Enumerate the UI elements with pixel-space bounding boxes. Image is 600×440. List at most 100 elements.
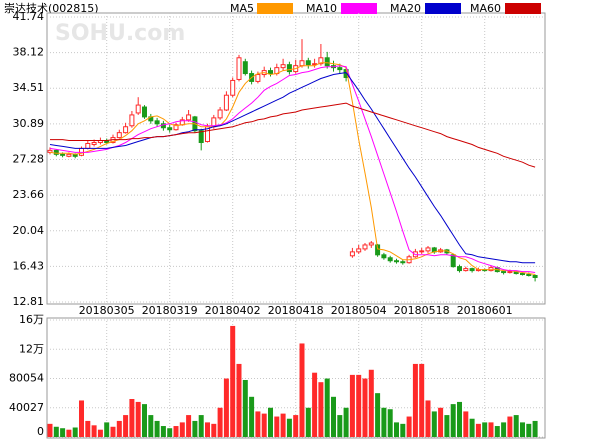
volume-bar: [438, 407, 444, 437]
volume-bar: [205, 422, 210, 437]
volume-bar: [110, 426, 116, 437]
volume-bar: [223, 378, 229, 437]
volume-tick-label: 0: [37, 425, 44, 438]
volume-tick-label: 12万: [19, 342, 44, 355]
candle-body: [173, 124, 179, 131]
volume-bar: [356, 374, 362, 437]
volume-bar: [520, 422, 525, 437]
candle-body: [532, 274, 538, 278]
volume-bar: [79, 400, 84, 437]
ma-line: [50, 102, 536, 168]
candle-body: [457, 266, 462, 272]
volume-tick-label: 16万: [19, 313, 44, 326]
volume-bar: [343, 407, 349, 437]
volume-bar: [394, 422, 399, 437]
volume-bar: [123, 415, 129, 437]
candle-body: [299, 60, 305, 67]
candle-body: [425, 247, 431, 252]
volume-bar: [349, 374, 355, 437]
candle-body: [142, 106, 147, 118]
legend-label: MA5: [230, 2, 254, 15]
candle-body: [337, 67, 343, 71]
candle-body: [135, 104, 141, 114]
volume-bar: [186, 415, 192, 437]
y-tick-label: 27.28: [13, 152, 45, 165]
candle-body: [520, 273, 525, 276]
volume-bar: [381, 407, 387, 437]
volume-bar: [268, 407, 273, 437]
volume-bar: [337, 415, 343, 437]
candle-body: [419, 250, 425, 253]
candle-body: [318, 57, 324, 65]
candle-body: [79, 147, 84, 156]
legend-swatch: [257, 3, 293, 14]
volume-bar: [261, 413, 267, 437]
legend: MA5 MA10 MA20 MA60: [230, 2, 541, 15]
y-tick-label: 12.81: [13, 295, 45, 308]
volume-bar: [450, 404, 456, 437]
volume-bar: [129, 399, 135, 437]
candle-body: [154, 120, 160, 125]
candle-body: [223, 94, 229, 111]
volume-bar: [463, 411, 469, 437]
volume-bar: [192, 420, 198, 437]
x-tick-label: 20180305: [79, 304, 135, 317]
volume-bar: [444, 415, 450, 437]
volume-bar: [116, 420, 122, 437]
volume-bar: [494, 426, 500, 437]
volume-bar: [507, 416, 513, 437]
candle-body: [198, 130, 204, 144]
legend-swatch: [425, 3, 461, 14]
volume-bar: [513, 415, 519, 437]
volume-bar: [318, 382, 324, 437]
volume-bar: [431, 411, 437, 437]
candle-body: [450, 254, 456, 268]
legend-label: MA10: [306, 2, 337, 15]
candle-body: [85, 142, 91, 149]
candle-body: [349, 251, 355, 257]
volume-bar: [400, 423, 406, 437]
volume-bar: [85, 420, 91, 437]
volume-bar: [249, 396, 255, 437]
volume-bar: [179, 422, 185, 437]
volume-bar: [167, 428, 173, 437]
candle-body: [375, 244, 381, 256]
chart-title: 崇达技术(002815): [4, 2, 99, 15]
volume-bar: [286, 418, 292, 437]
y-tick-label: 20.04: [13, 224, 45, 237]
legend-swatch: [505, 3, 541, 14]
candle-body: [463, 268, 469, 272]
candle-body: [47, 149, 53, 153]
x-tick-label: 20180518: [394, 304, 450, 317]
volume-tick-label: 40027: [9, 401, 44, 414]
volume-bar: [412, 363, 418, 437]
volume-bar: [104, 422, 110, 437]
volume-bar: [331, 396, 336, 437]
volume-bar: [293, 415, 299, 437]
candle-body: [268, 70, 273, 75]
volume-bar: [53, 426, 59, 437]
volume-bar: [198, 415, 204, 437]
candle-body: [501, 271, 507, 274]
volume-bar: [475, 423, 481, 437]
volume-bar: [362, 378, 368, 437]
volume-bar: [501, 422, 507, 437]
candle-body: [324, 57, 330, 67]
volume-bar: [488, 422, 494, 437]
candle-body: [116, 132, 122, 139]
y-tick-label: 16.43: [13, 259, 45, 272]
volume-bar: [425, 400, 431, 437]
volume-bar: [236, 363, 242, 437]
volume-bar: [280, 413, 286, 437]
y-tick-label: 38.12: [13, 46, 45, 59]
candle-body: [60, 153, 66, 156]
candle-body: [507, 271, 513, 274]
volume-bar: [457, 401, 462, 437]
candle-body: [129, 114, 135, 127]
candle-body: [91, 142, 97, 145]
volume-bar: [368, 369, 374, 437]
watermark: SOHU.com: [55, 21, 185, 46]
y-tick-label: 30.89: [13, 117, 45, 130]
volume-bar: [66, 429, 72, 437]
